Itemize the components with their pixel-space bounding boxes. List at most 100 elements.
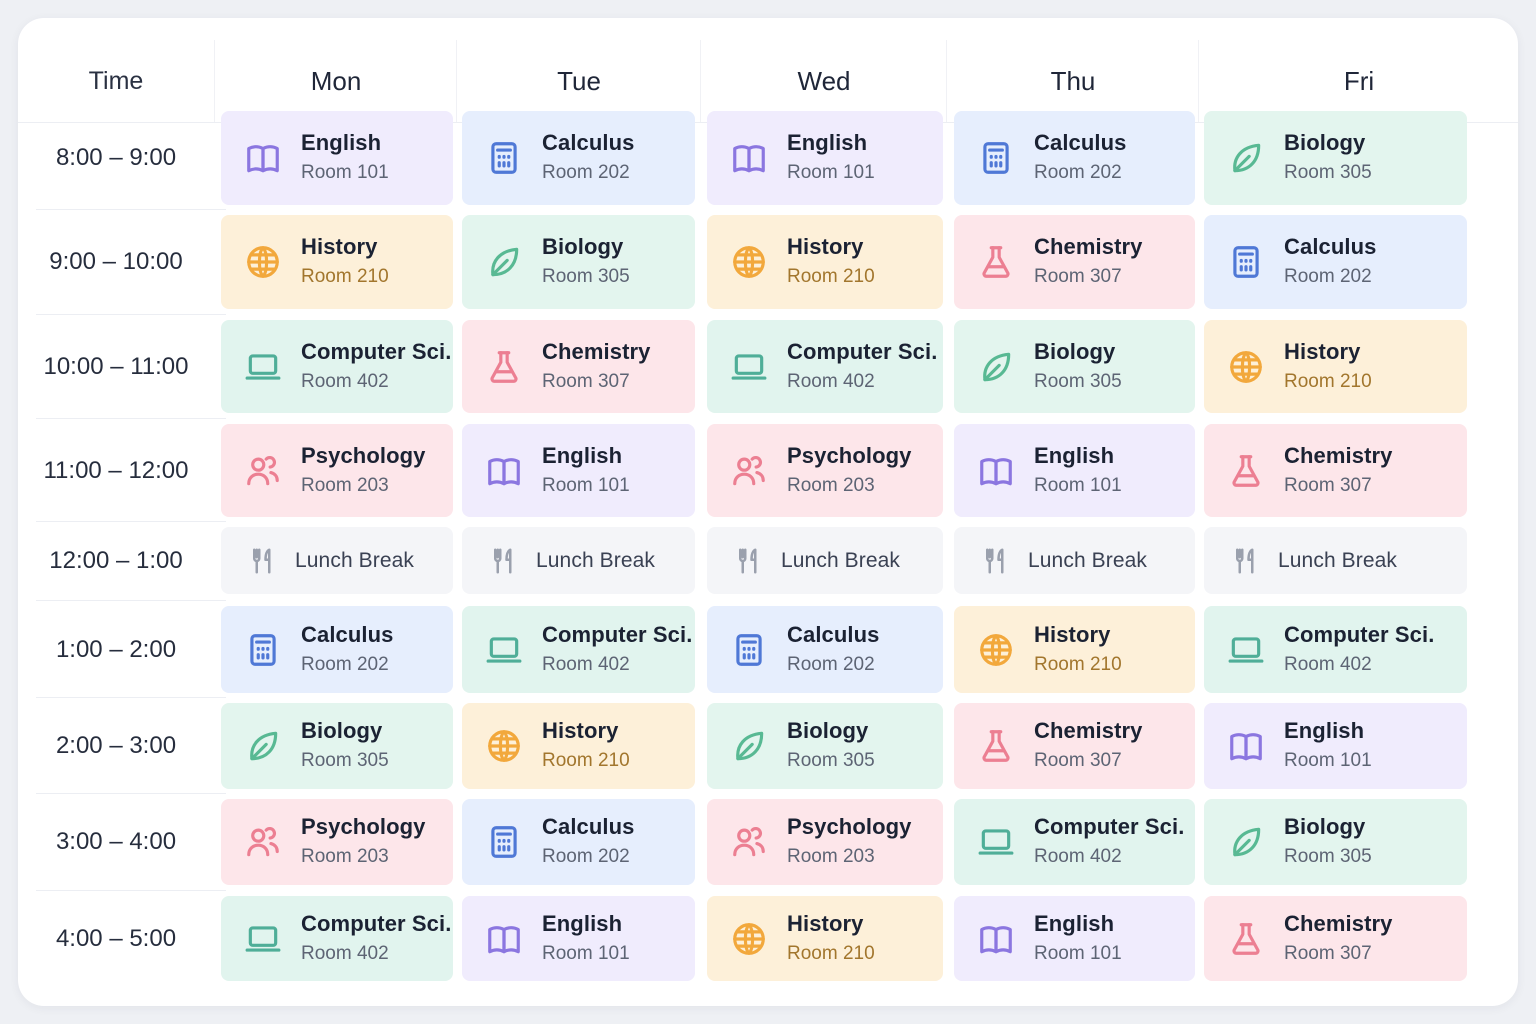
class-cell-biology[interactable]: Biology Room 305 [1204,799,1467,885]
lunch-break-cell[interactable]: Lunch Break [954,527,1195,594]
time-column-header: Time [88,66,144,95]
class-cell-calculus[interactable]: Calculus Room 202 [462,799,695,885]
room-number: Room 307 [1284,474,1372,496]
class-cell-history[interactable]: History Room 210 [954,606,1195,693]
subject-name: Biology [787,718,869,743]
room-number: Room 101 [542,474,630,496]
subject-name: Biology [301,718,383,743]
class-cell-psychology[interactable]: Psychology Room 203 [221,799,453,885]
class-cell-english[interactable]: English Room 101 [707,111,943,205]
subject-name: Computer Sci. [301,338,452,364]
room-number: Room 307 [1034,266,1122,287]
book-icon [729,138,769,178]
subject-name: Computer Sci. [1034,814,1185,839]
book-icon [1226,726,1266,766]
class-cell-chemistry[interactable]: Chemistry Room 307 [462,320,695,413]
globe-icon [1226,347,1266,387]
time-slot-label: 9:00 – 10:00 [49,248,183,275]
room-number: Room 101 [787,162,875,183]
class-cell-english[interactable]: English Room 101 [1204,703,1467,789]
subject-name: Psychology [301,442,426,468]
class-cell-calculus[interactable]: Calculus Room 202 [1204,215,1467,309]
class-cell-history[interactable]: History Room 210 [1204,320,1467,413]
class-cell-psychology[interactable]: Psychology Room 203 [707,799,943,885]
class-cell-compsci[interactable]: Computer Sci. Room 402 [462,606,695,693]
subject-name: English [787,130,868,155]
class-cell-compsci[interactable]: Computer Sci. Room 402 [1204,606,1467,693]
subject-name: History [542,718,619,743]
utensils-icon [243,541,283,581]
class-cell-biology[interactable]: Biology Room 305 [1204,111,1467,205]
class-cell-biology[interactable]: Biology Room 305 [221,703,453,789]
class-cell-calculus[interactable]: Calculus Room 202 [954,111,1195,205]
leaf-icon [243,726,283,766]
people-icon [243,451,283,491]
subject-name: English [1034,910,1115,936]
class-cell-compsci[interactable]: Computer Sci. Room 402 [707,320,943,413]
class-cell-psychology[interactable]: Psychology Room 203 [221,424,453,517]
room-number: Room 305 [542,266,630,287]
class-cell-chemistry[interactable]: Chemistry Room 307 [954,215,1195,309]
calculator-icon [484,822,524,862]
class-cell-chemistry[interactable]: Chemistry Room 307 [1204,896,1467,981]
book-icon [243,138,283,178]
day-header-thu: Thu [946,40,1199,122]
laptop-icon [243,347,283,387]
row-divider [36,793,226,794]
room-number: Room 305 [301,750,389,771]
class-cell-english[interactable]: English Room 101 [462,424,695,517]
subject-name: Computer Sci. [542,621,693,647]
timetable-card: Time Mon Tue Wed Thu Fri 8:00 – 9:00 English R… [18,18,1518,1006]
subject-name: Biology [1284,814,1366,839]
calculator-icon [976,138,1016,178]
room-number: Room 101 [1034,942,1122,964]
flask-icon [484,347,524,387]
class-cell-history[interactable]: History Room 210 [707,215,943,309]
class-cell-history[interactable]: History Room 210 [221,215,453,309]
class-cell-history[interactable]: History Room 210 [462,703,695,789]
time-slot-label: 8:00 – 9:00 [55,144,177,171]
room-number: Room 210 [1034,653,1122,675]
class-cell-english[interactable]: English Room 101 [462,896,695,981]
room-number: Room 402 [542,653,630,675]
lunch-break-cell[interactable]: Lunch Break [707,527,943,594]
subject-name: Psychology [787,814,912,839]
class-cell-english[interactable]: English Room 101 [954,896,1195,981]
class-cell-biology[interactable]: Biology Room 305 [954,320,1195,413]
class-cell-compsci[interactable]: Computer Sci. Room 402 [221,896,453,981]
subject-name: English [301,130,382,155]
class-cell-chemistry[interactable]: Chemistry Room 307 [954,703,1195,789]
room-number: Room 402 [1034,846,1122,867]
room-number: Room 305 [1284,846,1372,867]
time-slot-label: 2:00 – 3:00 [55,732,177,759]
class-cell-chemistry[interactable]: Chemistry Room 307 [1204,424,1467,517]
room-number: Room 210 [301,266,389,287]
subject-name: Calculus [787,621,880,647]
class-cell-biology[interactable]: Biology Room 305 [462,215,695,309]
class-cell-calculus[interactable]: Calculus Room 202 [221,606,453,693]
lunch-break-cell[interactable]: Lunch Break [221,527,453,594]
class-cell-calculus[interactable]: Calculus Room 202 [462,111,695,205]
row-divider [36,697,226,698]
room-number: Room 210 [1284,370,1372,392]
subject-name: Computer Sci. [301,910,452,936]
flask-icon [976,242,1016,282]
class-cell-psychology[interactable]: Psychology Room 203 [707,424,943,517]
globe-icon [243,242,283,282]
class-cell-calculus[interactable]: Calculus Room 202 [707,606,943,693]
class-cell-english[interactable]: English Room 101 [954,424,1195,517]
leaf-icon [484,242,524,282]
room-number: Room 203 [301,846,389,867]
class-cell-compsci[interactable]: Computer Sci. Room 402 [221,320,453,413]
lunch-break-cell[interactable]: Lunch Break [462,527,695,594]
lunch-break-cell[interactable]: Lunch Break [1204,527,1467,594]
room-number: Room 101 [1034,474,1122,496]
utensils-icon [729,541,769,581]
class-cell-biology[interactable]: Biology Room 305 [707,703,943,789]
class-cell-compsci[interactable]: Computer Sci. Room 402 [954,799,1195,885]
class-cell-history[interactable]: History Room 210 [707,896,943,981]
class-cell-english[interactable]: English Room 101 [221,111,453,205]
row-divider [36,521,226,522]
day-header-mon: Mon [214,40,457,122]
time-slot-label: 4:00 – 5:00 [55,924,177,952]
